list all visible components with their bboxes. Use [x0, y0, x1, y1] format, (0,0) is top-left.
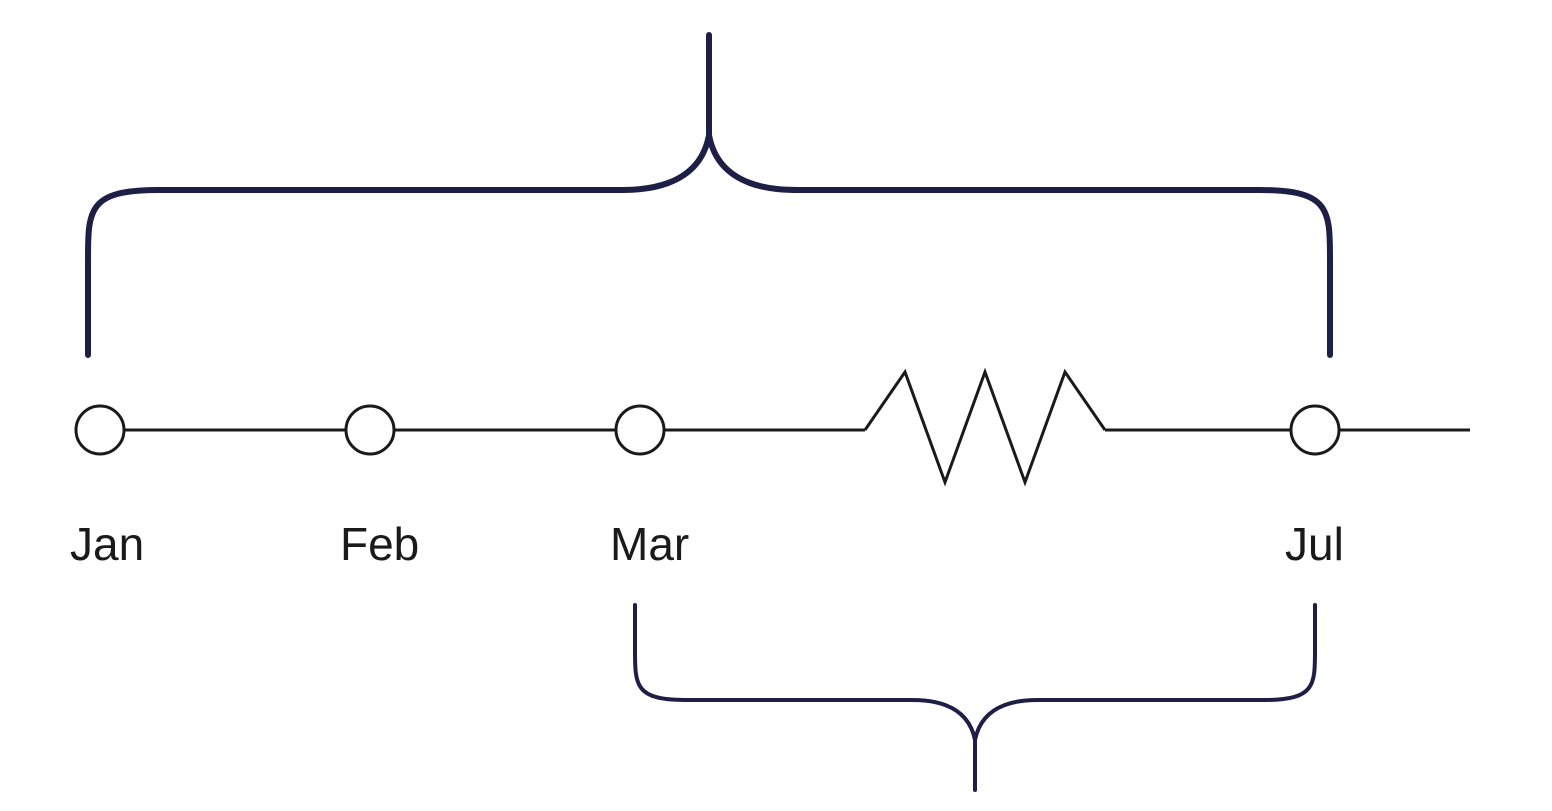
timeline-node-feb: [346, 406, 394, 454]
timeline-label-jan: Jan: [70, 518, 144, 570]
timeline-label-mar: Mar: [610, 518, 689, 570]
timeline-diagram: Jan Feb Mar Jul: [0, 0, 1552, 811]
bottom-brace: [635, 605, 1315, 740]
timeline-node-mar: [616, 406, 664, 454]
timeline-node-jul: [1291, 406, 1339, 454]
timeline-label-jul: Jul: [1285, 518, 1344, 570]
timeline-node-jan: [76, 406, 124, 454]
axis-gap-zigzag: [865, 372, 1105, 482]
top-brace: [88, 135, 1330, 355]
timeline-label-feb: Feb: [340, 518, 419, 570]
